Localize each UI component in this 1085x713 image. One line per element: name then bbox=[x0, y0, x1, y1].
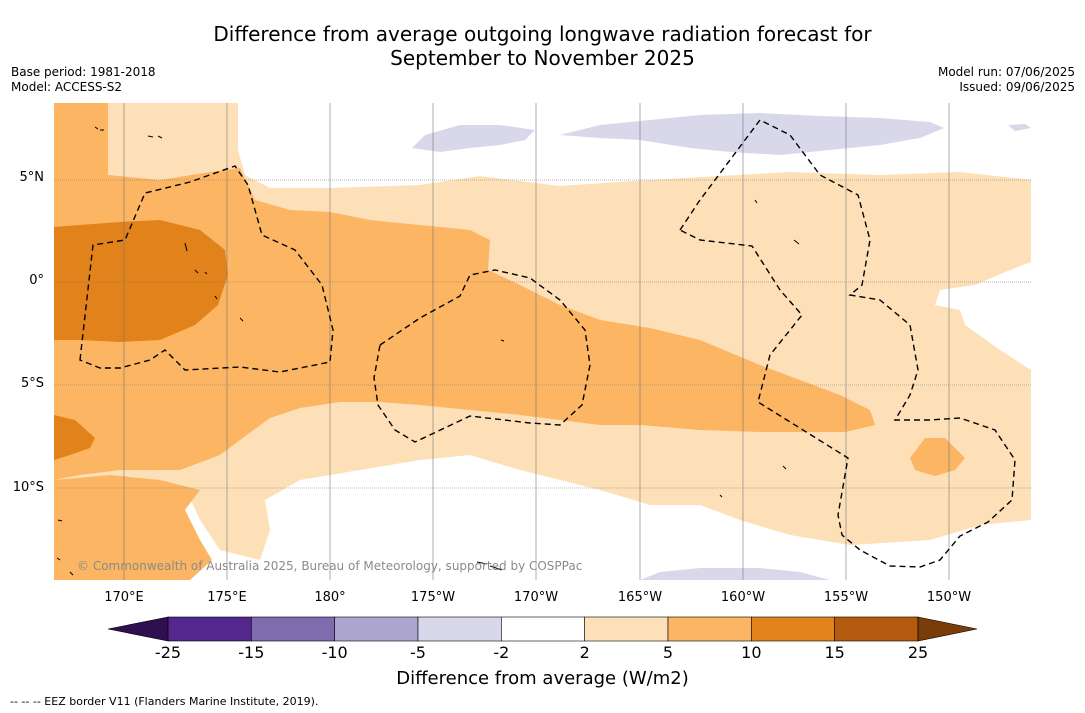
longitude-label: 150°W bbox=[926, 590, 972, 605]
colorbar-title: Difference from average (W/m2) bbox=[396, 668, 689, 689]
colorbar-bin bbox=[251, 616, 335, 642]
anomaly-10-15-patch bbox=[54, 415, 95, 460]
eez-borders bbox=[79, 119, 1016, 568]
colorbar-tick-label: -10 bbox=[321, 643, 348, 662]
latitude-label: 10°S bbox=[12, 480, 44, 495]
longitude-label: 175°W bbox=[410, 590, 456, 605]
latitude-label: 5°N bbox=[19, 170, 45, 185]
negative-anomaly-patch-large bbox=[560, 113, 944, 155]
colorbar-tick-label: 25 bbox=[907, 643, 929, 662]
map-title-line2: September to November 2025 bbox=[390, 46, 695, 70]
colorbar-tick-label: -15 bbox=[238, 643, 265, 662]
longitude-label: 170°E bbox=[104, 590, 144, 605]
longitude-label: 165°W bbox=[617, 590, 663, 605]
negative-anomaly-patch-south bbox=[640, 568, 830, 580]
anomaly-5-10-band bbox=[54, 103, 875, 480]
colorbar-tick-label: -5 bbox=[410, 643, 426, 662]
copyright-text: © Commonwealth of Australia 2025, Bureau… bbox=[77, 559, 583, 573]
latitude-label: 5°S bbox=[20, 376, 44, 391]
graticule bbox=[54, 103, 1031, 580]
longitude-label: 180° bbox=[314, 590, 346, 605]
model-text: Model: ACCESS-S2 bbox=[11, 80, 123, 94]
latitude-label: 0° bbox=[29, 273, 44, 288]
colorbar-tick-label: 15 bbox=[824, 643, 845, 662]
eez-footnote: -- -- -- EEZ border V11 (Flanders Marine… bbox=[10, 695, 319, 708]
colorbar-tick-label: 10 bbox=[741, 643, 762, 662]
forecast-field bbox=[54, 103, 1031, 580]
colorbar-tick-label: 2 bbox=[579, 643, 590, 662]
colorbar-extend-max bbox=[917, 616, 978, 642]
anomaly-5-10-band-southwest bbox=[54, 475, 212, 580]
longitude-label: 170°W bbox=[513, 590, 559, 605]
colorbar-bin bbox=[667, 616, 752, 642]
colorbar-bin bbox=[417, 616, 502, 642]
colorbar-bin bbox=[334, 616, 419, 642]
anomaly-10-15-area bbox=[54, 220, 228, 342]
near-average-area-south bbox=[54, 455, 1031, 580]
colorbar-tick-label: 5 bbox=[662, 643, 674, 662]
colorbar-bin bbox=[584, 616, 669, 642]
longitude-label: 175°E bbox=[207, 590, 247, 605]
negative-anomaly-patch bbox=[412, 125, 535, 152]
colorbar-bin bbox=[501, 616, 585, 642]
colorbar-tick-label: -25 bbox=[154, 643, 182, 662]
islands bbox=[56, 126, 800, 576]
anomaly-5-10-patch-east bbox=[910, 438, 965, 476]
near-average-area-east bbox=[935, 262, 1031, 370]
issued-text: Issued: 09/06/2025 bbox=[959, 80, 1075, 94]
colorbar-bin bbox=[167, 616, 252, 642]
longitude-label: 160°W bbox=[720, 590, 766, 605]
colorbar-extend-min bbox=[107, 616, 169, 642]
negative-anomaly-patch-small bbox=[1008, 124, 1031, 131]
colorbar-tick-label: -2 bbox=[493, 643, 510, 662]
base-period-text: Base period: 1981-2018 bbox=[11, 65, 156, 79]
colorbar bbox=[107, 616, 978, 642]
map-title-line1: Difference from average outgoing longwav… bbox=[213, 22, 872, 46]
colorbar-bin bbox=[834, 616, 919, 642]
colorbar-bin bbox=[751, 616, 835, 642]
model-run-text: Model run: 07/06/2025 bbox=[937, 65, 1075, 79]
longitude-label: 155°W bbox=[823, 590, 869, 605]
